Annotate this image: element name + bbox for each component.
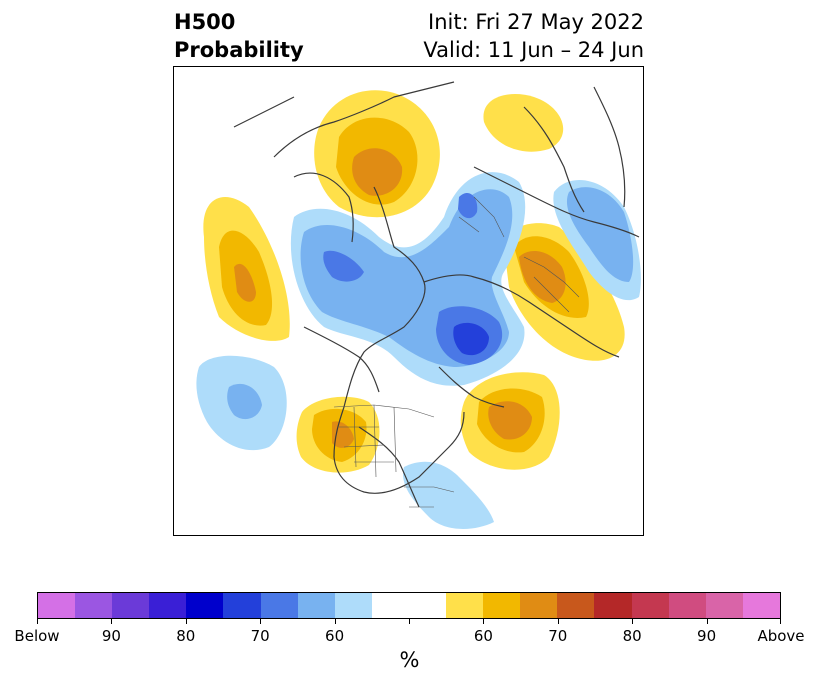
colorbar-ticks (37, 619, 781, 625)
colorbar-tick-label: 70 (250, 627, 270, 645)
map-canvas (196, 81, 641, 529)
political-borders (333, 196, 580, 508)
colorbar-tick (632, 619, 634, 624)
above-normal-anomalies (203, 90, 625, 473)
colorbar-tick (111, 619, 113, 624)
colorbar-cell (149, 593, 187, 618)
colorbar-labels: Below 90 80 70 60 60 70 80 90 Above (14, 627, 804, 647)
colorbar-tick (706, 619, 708, 624)
colorbar-tick (780, 619, 781, 624)
colorbar-tick (334, 619, 336, 624)
colorbar-cell (112, 593, 150, 618)
colorbar-cell (446, 593, 484, 618)
colorbar-tick-label: 80 (622, 627, 642, 645)
map-dates: Init: Fri 27 May 2022 Valid: 11 Jun – 24… (423, 8, 644, 64)
colorbar-cell (223, 593, 261, 618)
colorbar-cell (594, 593, 632, 618)
colorbar-tick-label: 90 (697, 627, 717, 645)
map-title: H500 Probability (174, 8, 304, 64)
colorbar-cell (742, 593, 780, 618)
colorbar-tick (37, 619, 38, 624)
colorbar-tick-label: Above (757, 627, 805, 645)
colorbar-cell (705, 593, 743, 618)
colorbar-cell (334, 593, 372, 618)
colorbar-tick (409, 619, 410, 624)
colorbar-tick-label: 60 (325, 627, 345, 645)
colorbar-tick (557, 619, 559, 624)
colorbar-tick-label: 70 (548, 627, 568, 645)
title-variable: H500 (174, 10, 236, 34)
colorbar-cell (520, 593, 558, 618)
colorbar-tick (185, 619, 187, 624)
colorbar-tick-label: 60 (473, 627, 493, 645)
colorbar-cell (186, 593, 224, 618)
colorbar-cell (483, 593, 521, 618)
colorbar-tick-label: Below (14, 627, 60, 645)
colorbar-cell (557, 593, 595, 618)
below-normal-anomalies (196, 172, 641, 529)
colorbar-tick-label: 90 (101, 627, 121, 645)
colorbar-tick (483, 619, 485, 624)
anomaly-southeast-below (403, 461, 494, 529)
colorbar-cell (38, 593, 76, 618)
coastlines (233, 81, 640, 508)
anomaly-top-above (483, 94, 564, 152)
valid-range: Valid: 11 Jun – 24 Jun (423, 38, 644, 62)
colorbar-tick (260, 619, 262, 624)
colorbar-tick-label: 80 (176, 627, 196, 645)
init-date: Init: Fri 27 May 2022 (428, 10, 644, 34)
probability-map (173, 66, 644, 536)
colorbar-cell (371, 593, 409, 618)
colorbar-cell (668, 593, 706, 618)
colorbar (37, 592, 781, 619)
colorbar-cell (408, 593, 447, 618)
colorbar-cell (297, 593, 335, 618)
colorbar-cell (631, 593, 669, 618)
colorbar-unit-label: % (399, 648, 420, 672)
colorbar-cell (75, 593, 113, 618)
title-type: Probability (174, 38, 304, 62)
colorbar-cell (260, 593, 298, 618)
